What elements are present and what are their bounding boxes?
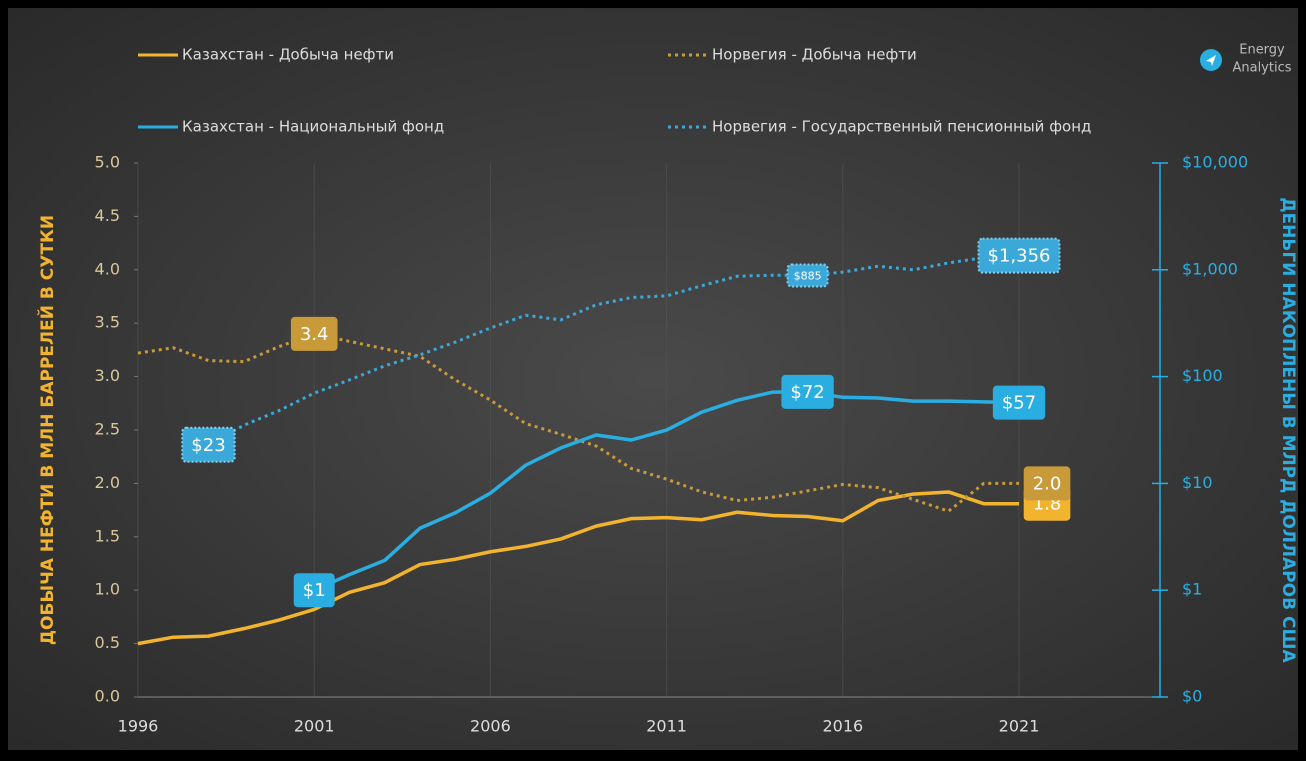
data-label-text: $72 [790,382,824,403]
legend-label: Казахстан - Добыча нефти [182,46,394,64]
data-label: 2.0 [1023,466,1071,501]
x-tick-label: 2001 [294,717,335,736]
logo-glyph [1206,55,1216,66]
line-series [207,254,1020,447]
data-label-text: $1,356 [988,246,1051,267]
data-label-box [181,426,236,463]
x-tick-label: 1996 [118,717,159,736]
y-tick-label: 3.0 [95,366,120,385]
data-label-text: $57 [1002,393,1036,414]
x-tick-label: 2006 [470,717,511,736]
y-tick-label: 3.5 [95,313,120,332]
data-label: $885 [786,263,829,288]
x-tick-label: 2011 [646,717,687,736]
y2-tick-label: $10,000 [1182,153,1248,172]
data-label: $1 [293,573,335,608]
y-tick-label: 2.0 [95,473,120,492]
panel [8,8,1298,750]
legend-item: Казахстан - Национальный фонд [138,118,444,136]
data-label-box [992,385,1046,420]
data-label: $1,356 [977,237,1061,274]
data-label-text: $885 [794,269,822,282]
data-label-box [786,263,829,288]
data-label-text: $1 [303,580,326,601]
y2-tick-label: $1 [1182,580,1202,599]
x-tick-label: 2016 [822,717,863,736]
legend-label: Норвегия - Добыча нефти [712,46,917,64]
legend-item: Казахстан - Добыча нефти [138,46,394,64]
line-series [137,490,1020,646]
y-tick-label: 5.0 [95,153,120,172]
y-tick-label: 0.5 [95,633,120,652]
y-tick-label: 2.5 [95,420,120,439]
logo-text: Analytics [1232,61,1291,76]
legend-item: Норвегия - Добыча нефти [668,46,917,64]
y2-axis-title: ДЕНЬГИ НАКОПЛЕНЫ В МЛРД ДОЛЛАРОВ США [1278,197,1298,663]
data-label-box [1023,466,1071,501]
logo: Energy Analytics [1200,43,1292,76]
y-axis-title: ДОБЫЧА НЕФТИ В МЛН БАРРЕЛЕЙ В СУТКИ [36,215,58,645]
data-label: 3.4 [290,316,338,351]
y2-tick-label: $10 [1182,473,1213,492]
data-label-box [293,573,335,608]
data-label-text: 3.4 [300,324,329,345]
data-label-box [290,316,338,351]
y-tick-label: 1.0 [95,580,120,599]
logo-text: Energy [1239,43,1285,58]
line-series [313,390,1020,592]
y2-tick-label: $0 [1182,687,1202,706]
y2-tick-label: $100 [1182,366,1223,385]
data-label-text: $23 [191,435,225,456]
legend-item: Норвегия - Государственный пенсионный фо… [668,118,1091,136]
data-label: $57 [992,385,1046,420]
x-tick-label: 2021 [999,717,1040,736]
legend-label: Норвегия - Государственный пенсионный фо… [712,118,1091,136]
data-label: $72 [781,374,834,409]
y-tick-label: 1.5 [95,526,120,545]
data-label-box [977,237,1061,274]
y-tick-label: 4.0 [95,259,120,278]
data-label: $23 [181,426,236,463]
legend-label: Казахстан - Национальный фонд [182,118,444,136]
data-label-box [781,374,834,409]
y-tick-label: 4.5 [95,206,120,225]
y-tick-label: 0.0 [95,687,120,706]
y2-tick-label: $1,000 [1182,259,1238,278]
data-label-text: 2.0 [1033,473,1062,494]
